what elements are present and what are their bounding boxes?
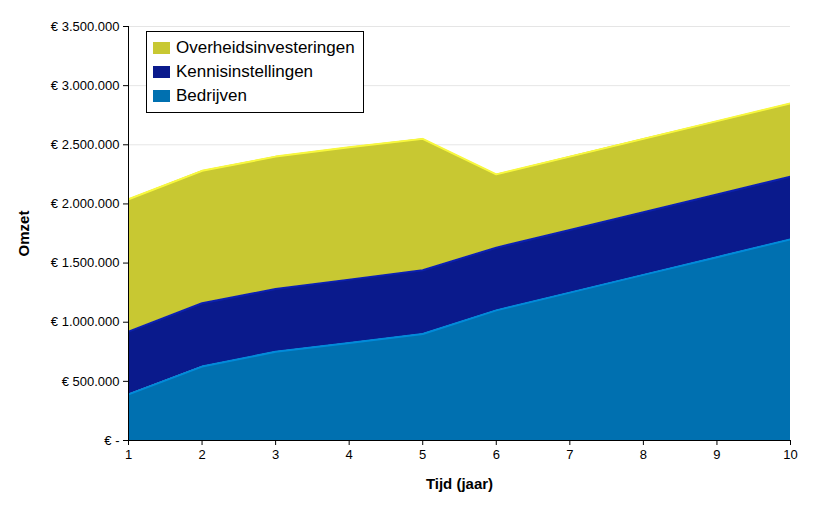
svg-text:10: 10	[783, 447, 797, 462]
svg-text:1: 1	[125, 447, 132, 462]
svg-text:8: 8	[640, 447, 647, 462]
svg-text:€ -: € -	[104, 433, 119, 448]
svg-text:3: 3	[272, 447, 279, 462]
svg-text:€ 1.000.000: € 1.000.000	[51, 314, 120, 329]
svg-text:6: 6	[493, 447, 500, 462]
svg-text:Omzet: Omzet	[15, 211, 32, 257]
svg-text:Tijd (jaar): Tijd (jaar)	[426, 475, 493, 492]
svg-text:€ 500.000: € 500.000	[62, 374, 120, 389]
svg-text:€ 2.500.000: € 2.500.000	[51, 137, 120, 152]
svg-text:€ 3.500.000: € 3.500.000	[51, 19, 120, 34]
svg-text:€ 3.000.000: € 3.000.000	[51, 78, 120, 93]
html-text:Bedrijven: Bedrijven	[176, 86, 247, 105]
svg-text:€ 2.000.000: € 2.000.000	[51, 196, 120, 211]
svg-text:€ 1.500.000: € 1.500.000	[51, 255, 120, 270]
html-text:Overheidsinvesteringen: Overheidsinvesteringen	[176, 38, 355, 57]
html-text:Kennisinstellingen: Kennisinstellingen	[176, 62, 313, 81]
svg-text:4: 4	[346, 447, 353, 462]
svg-text:7: 7	[566, 447, 573, 462]
svg-text:2: 2	[198, 447, 205, 462]
svg-text:9: 9	[713, 447, 720, 462]
svg-text:5: 5	[419, 447, 426, 462]
